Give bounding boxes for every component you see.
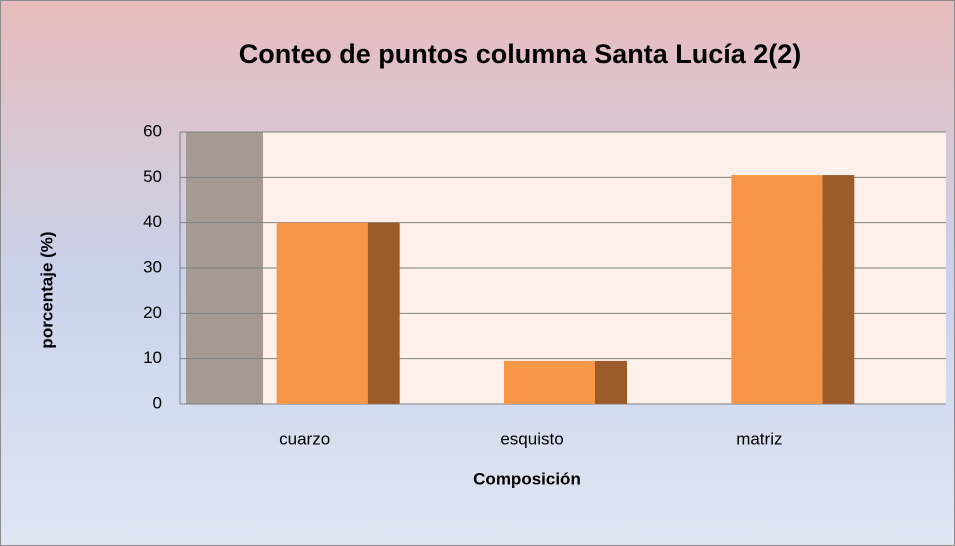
bar-side [595, 360, 627, 404]
y-axis-title: porcentaje (%) [37, 231, 56, 348]
y-tick-label: 0 [153, 393, 162, 412]
y-tick-label: 30 [143, 257, 162, 276]
y-tick-label: 50 [143, 167, 162, 186]
y-tick-label: 40 [143, 212, 162, 231]
x-tick-label: cuarzo [279, 429, 330, 448]
x-tick-label: matriz [736, 429, 782, 448]
bar [276, 222, 368, 404]
x-axis-title: Composición [473, 469, 581, 488]
bar-side [822, 175, 855, 404]
chart-title: Conteo de puntos columna Santa Lucía 2(2… [239, 39, 802, 69]
bar-side [367, 222, 400, 404]
x-tick-label: esquisto [500, 429, 563, 448]
y-tick-label: 60 [143, 121, 162, 140]
y-tick-label: 20 [143, 303, 162, 322]
y-tick-label: 10 [143, 348, 162, 367]
bar [504, 360, 595, 404]
bar [731, 175, 823, 404]
